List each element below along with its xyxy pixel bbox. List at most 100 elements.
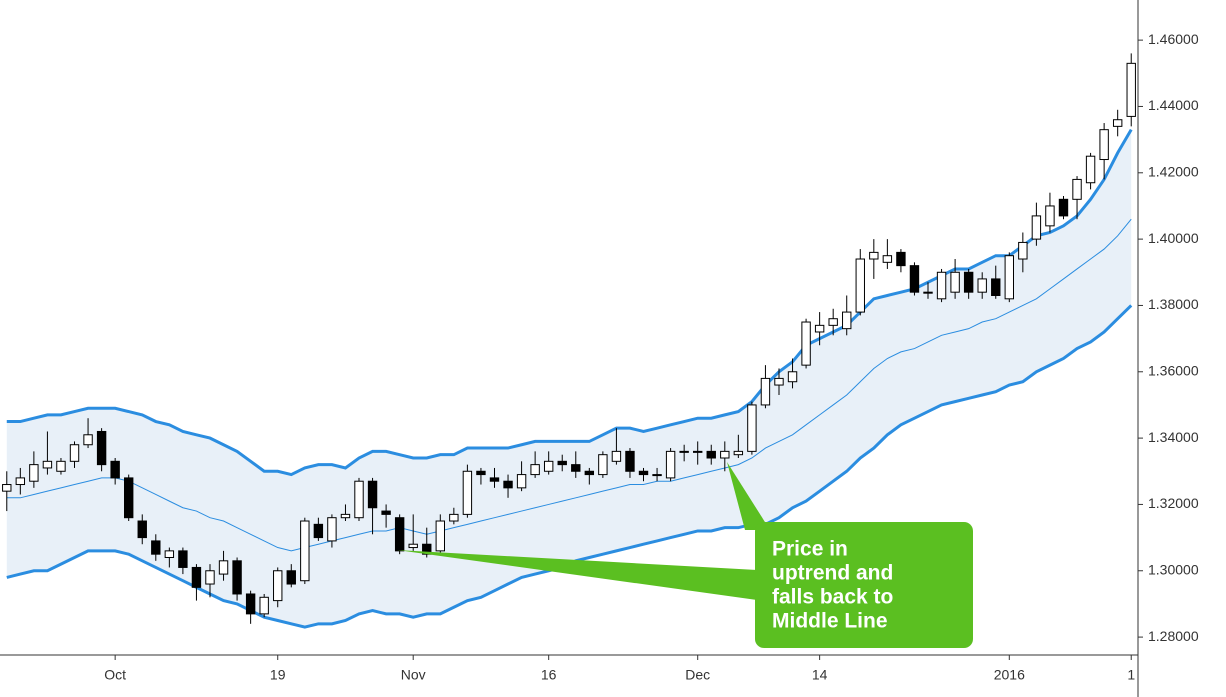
candle-body <box>665 450 676 479</box>
candle-body <box>15 477 26 486</box>
candle-body <box>394 517 405 552</box>
candle-body <box>611 450 622 462</box>
candle-body <box>842 311 852 330</box>
candle-body <box>313 523 324 539</box>
candle-body <box>408 543 418 549</box>
annotation-text: falls back to <box>772 586 893 609</box>
x-tick-label: Dec <box>685 667 710 683</box>
candle-body <box>652 474 662 477</box>
candle-body <box>1072 178 1082 200</box>
candle-body <box>476 470 486 476</box>
candle-body <box>259 596 269 615</box>
candle-body <box>164 550 175 558</box>
band-fill <box>6 129 1132 628</box>
candle-body <box>462 470 473 515</box>
candle-body <box>300 520 310 582</box>
candle-body <box>56 460 66 472</box>
candle-body <box>69 444 80 462</box>
candle-body <box>869 251 879 260</box>
candle-body <box>625 450 635 472</box>
candle-body <box>151 540 161 555</box>
candle-body <box>1018 241 1028 260</box>
candle-body <box>733 450 744 456</box>
candle-body <box>1058 198 1069 217</box>
candle-body <box>1045 205 1055 227</box>
y-tick-label: 1.30000 <box>1148 561 1199 577</box>
candle-body <box>110 460 120 479</box>
candle-body <box>1126 62 1136 117</box>
candle-body <box>584 470 595 476</box>
annotation-text: Price in <box>772 538 848 561</box>
candle-body <box>543 460 554 472</box>
y-tick-label: 1.44000 <box>1148 97 1199 113</box>
x-tick-label: Nov <box>401 667 426 683</box>
candle-body <box>1085 155 1096 184</box>
candle-body <box>977 278 987 293</box>
candle-body <box>828 318 838 326</box>
candle-body <box>96 430 107 466</box>
candle-body <box>2 484 12 492</box>
annotation-text: Middle Line <box>772 610 888 633</box>
x-tick-label: 1 <box>1127 667 1135 683</box>
candle-body <box>422 543 432 555</box>
candle-body <box>286 570 296 585</box>
candle-body <box>83 434 93 446</box>
candle-body <box>950 271 960 293</box>
y-tick-label: 1.36000 <box>1148 362 1199 378</box>
candle-body <box>245 593 256 615</box>
candle-body <box>963 271 974 293</box>
y-tick-label: 1.38000 <box>1148 296 1199 312</box>
candle-body <box>882 255 893 263</box>
candle-body <box>855 258 865 313</box>
y-tick-label: 1.42000 <box>1148 163 1199 179</box>
candle-body <box>42 460 53 469</box>
candle-body <box>638 470 649 476</box>
candle-body <box>503 480 513 489</box>
candle-body <box>557 460 567 466</box>
candle-body <box>232 560 242 595</box>
candle-body <box>124 477 134 519</box>
candle-body <box>137 520 147 539</box>
candle-body <box>435 520 445 552</box>
annotation-pointer <box>397 550 757 600</box>
y-tick-label: 1.32000 <box>1148 495 1199 511</box>
x-tick-label: 14 <box>812 667 828 683</box>
plot-area <box>2 53 1136 629</box>
y-tick-label: 1.34000 <box>1148 429 1199 445</box>
candle-body <box>29 464 39 482</box>
x-tick-label: 16 <box>541 667 557 683</box>
x-tick-label: 2016 <box>994 667 1025 683</box>
candle-body <box>367 480 378 509</box>
candle-body <box>787 371 798 383</box>
candle-body <box>774 377 784 386</box>
x-tick-label: Oct <box>104 667 126 683</box>
candle-body <box>923 291 933 294</box>
y-tick-label: 1.46000 <box>1148 31 1199 47</box>
candle-body <box>814 324 825 333</box>
candle-body <box>571 464 581 472</box>
y-tick-label: 1.28000 <box>1148 628 1199 644</box>
candle-body <box>693 450 703 453</box>
candle-body <box>218 560 229 575</box>
candle-body <box>936 271 947 300</box>
annotation-text: uptrend and <box>772 562 893 585</box>
candle-body <box>720 450 730 459</box>
x-tick-label: 19 <box>270 667 286 683</box>
candle-body <box>449 513 459 522</box>
candle-body <box>1099 129 1109 161</box>
candle-body <box>909 265 920 293</box>
candle-body <box>489 477 500 482</box>
candle-body <box>354 480 364 519</box>
candle-body <box>801 321 811 366</box>
candle-body <box>679 450 689 453</box>
candle-body <box>340 513 351 519</box>
candle-body <box>747 404 757 452</box>
candle-body <box>1004 255 1014 300</box>
candle-body <box>205 570 215 585</box>
annotation-box <box>755 522 973 648</box>
candle-body <box>598 454 608 476</box>
candle-body <box>1112 119 1123 127</box>
